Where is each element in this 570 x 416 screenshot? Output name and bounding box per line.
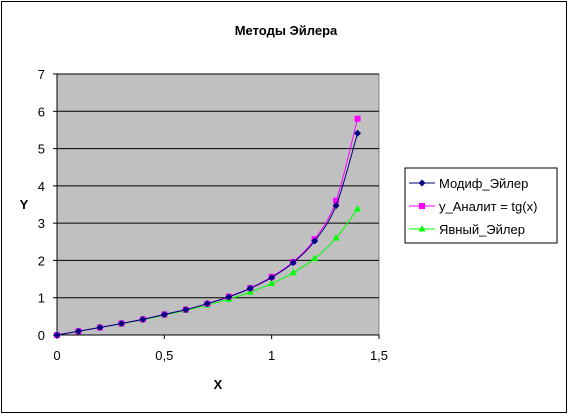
data-point <box>225 293 233 301</box>
data-point <box>139 315 147 323</box>
tick-labels: 0 1 2 3 4 5 6 7 0 0,5 1 1,5 <box>38 67 388 363</box>
data-point <box>289 268 297 276</box>
series-layer <box>53 115 362 339</box>
y-tick-label: 0 <box>38 328 45 343</box>
data-point <box>311 254 319 262</box>
legend-label: Модиф_Эйлер <box>439 176 528 191</box>
data-point <box>354 115 361 122</box>
legend-marker <box>418 179 426 187</box>
y-axis-title: Y <box>20 197 29 212</box>
x-axis-title: X <box>214 377 223 392</box>
data-point <box>53 331 61 339</box>
data-point <box>311 237 319 245</box>
x-tick-label: 1,5 <box>370 348 388 363</box>
legend-item-2: y_Аналит = tg(x) <box>409 199 537 214</box>
legend: Модиф_Эйлер y_Аналит = tg(x) Явный_Эйлер <box>404 167 558 244</box>
data-point <box>289 259 297 267</box>
data-point <box>268 279 276 287</box>
y-tick-label: 4 <box>38 179 45 194</box>
grid-lines <box>57 73 379 299</box>
data-point <box>354 129 362 137</box>
data-point <box>333 197 340 204</box>
data-point <box>246 284 254 292</box>
data-point <box>96 324 104 332</box>
data-point <box>182 306 190 314</box>
y-tick-label: 1 <box>38 291 45 306</box>
y-tick-label: 2 <box>38 253 45 268</box>
series-1 <box>53 129 362 339</box>
data-point <box>332 202 340 210</box>
legend-label: y_Аналит = tg(x) <box>439 199 537 214</box>
x-tick-label: 0,5 <box>155 348 173 363</box>
x-tick-label: 0 <box>53 348 60 363</box>
y-tick-label: 5 <box>38 142 45 157</box>
legend-marker <box>419 203 425 209</box>
y-tick-label: 6 <box>38 104 45 119</box>
legend-items: Модиф_Эйлер y_Аналит = tg(x) Явный_Эйлер <box>409 176 537 237</box>
legend-item-1: Модиф_Эйлер <box>409 176 528 191</box>
data-point <box>160 310 168 318</box>
y-tick-label: 3 <box>38 216 45 231</box>
axes <box>56 74 379 336</box>
y-tick-label: 7 <box>38 67 45 82</box>
plot-area <box>56 73 380 336</box>
data-point <box>74 327 82 335</box>
data-point <box>354 204 362 212</box>
legend-label: Явный_Эйлер <box>439 222 525 237</box>
legend-item-3: Явный_Эйлер <box>409 222 525 237</box>
legend-marker <box>418 225 426 232</box>
data-point <box>268 274 276 282</box>
data-point <box>332 234 340 241</box>
data-point <box>117 319 125 327</box>
data-point <box>203 300 211 308</box>
chart-title: Методы Эйлера <box>235 23 338 38</box>
x-tick-label: 1 <box>268 348 275 363</box>
